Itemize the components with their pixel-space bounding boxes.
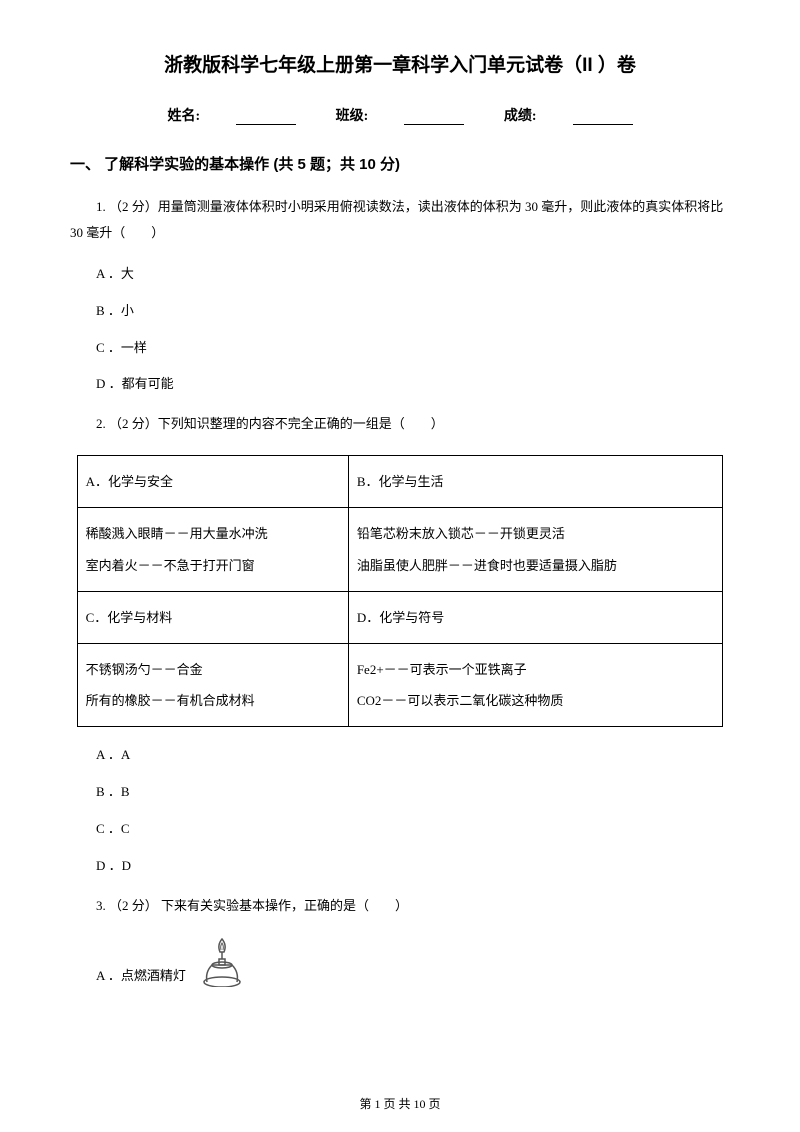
cell-text-line: 稀酸溅入眼睛－－用大量水冲洗	[86, 518, 340, 549]
q2-option-a: A ．A	[96, 745, 730, 766]
cell-text-line: 室内着火－－不急于打开门窗	[86, 550, 340, 581]
table-row: 稀酸溅入眼睛－－用大量水冲洗 室内着火－－不急于打开门窗 铅笔芯粉末放入锁芯－－…	[77, 508, 723, 591]
cell-d-header: D．化学与符号	[348, 591, 723, 643]
cell-c-content: 不锈钢汤勺－－合金 所有的橡胶－－有机合成材料	[77, 643, 348, 726]
cell-text-line: 油脂虽使人肥胖－－进食时也要适量摄入脂肪	[357, 550, 715, 581]
table-row: 不锈钢汤勺－－合金 所有的橡胶－－有机合成材料 Fe2+－－可表示一个亚铁离子 …	[77, 643, 723, 726]
table-row: C．化学与材料 D．化学与符号	[77, 591, 723, 643]
cell-text-line: 铅笔芯粉末放入锁芯－－开锁更灵活	[357, 518, 715, 549]
cell-a-content: 稀酸溅入眼睛－－用大量水冲洗 室内着火－－不急于打开门窗	[77, 508, 348, 591]
score-label: 成绩:	[504, 109, 537, 124]
q1-option-a: A ．大	[96, 264, 730, 285]
table-row: A．化学与安全 B．化学与生活	[77, 456, 723, 508]
cell-b-header: B．化学与生活	[348, 456, 723, 508]
q3-option-a: A ．点燃酒精灯	[96, 937, 730, 987]
student-info: 姓名: 班级: 成绩:	[70, 105, 730, 125]
question-1: 1. （2 分）用量筒测量液体体积时小明采用俯视读数法，读出液体的体积为 30 …	[70, 194, 730, 246]
q2-option-c: C ．C	[96, 819, 730, 840]
q2-option-d: D ．D	[96, 856, 730, 877]
name-blank	[236, 124, 296, 125]
cell-c-header: C．化学与材料	[77, 591, 348, 643]
q1-option-c: C ．一样	[96, 338, 730, 359]
score-blank	[573, 124, 633, 125]
page-title: 浙教版科学七年级上册第一章科学入门单元试卷（II ）卷	[70, 50, 730, 77]
q3-option-a-text: A ．点燃酒精灯	[96, 968, 186, 983]
name-label: 姓名:	[167, 109, 200, 124]
q2-option-b: B ．B	[96, 782, 730, 803]
cell-d-content: Fe2+－－可表示一个亚铁离子 CO2－－可以表示二氧化碳这种物质	[348, 643, 723, 726]
class-label: 班级:	[336, 109, 369, 124]
cell-text-line: CO2－－可以表示二氧化碳这种物质	[357, 685, 715, 716]
q1-option-d: D ．都有可能	[96, 374, 730, 395]
cell-text-line: Fe2+－－可表示一个亚铁离子	[357, 654, 715, 685]
alcohol-lamp-icon	[197, 937, 247, 987]
class-blank	[404, 124, 464, 125]
cell-b-content: 铅笔芯粉末放入锁芯－－开锁更灵活 油脂虽使人肥胖－－进食时也要适量摄入脂肪	[348, 508, 723, 591]
question-3: 3. （2 分） 下来有关实验基本操作，正确的是（ ）	[70, 893, 730, 919]
section-header: 一、 了解科学实验的基本操作 (共 5 题；共 10 分)	[70, 153, 730, 174]
page-footer: 第 1 页 共 10 页	[0, 1095, 800, 1112]
cell-text-line: 所有的橡胶－－有机合成材料	[86, 685, 340, 716]
q1-option-b: B ．小	[96, 301, 730, 322]
q2-table: A．化学与安全 B．化学与生活 稀酸溅入眼睛－－用大量水冲洗 室内着火－－不急于…	[77, 455, 724, 727]
cell-text-line: 不锈钢汤勺－－合金	[86, 654, 340, 685]
question-2: 2. （2 分）下列知识整理的内容不完全正确的一组是（ ）	[70, 411, 730, 437]
cell-a-header: A．化学与安全	[77, 456, 348, 508]
